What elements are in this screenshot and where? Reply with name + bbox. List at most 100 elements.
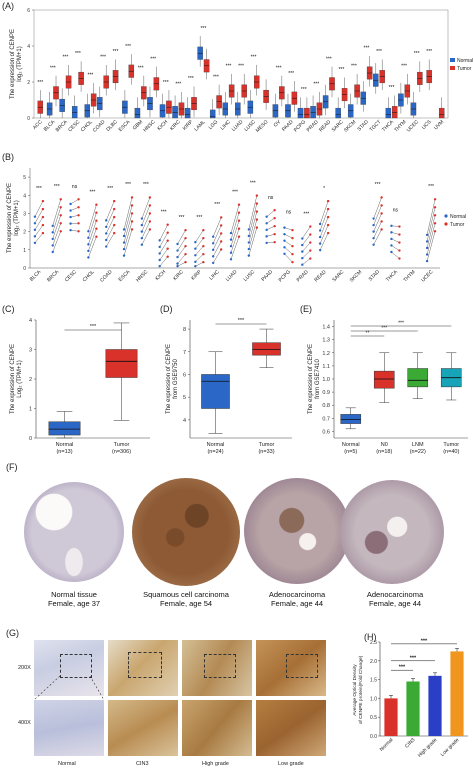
x-tick-label: LNM xyxy=(412,442,424,448)
x-tick-label: ESCA xyxy=(118,119,132,133)
paired-line xyxy=(302,242,311,252)
paired-line xyxy=(302,250,311,259)
paired-line xyxy=(248,227,257,256)
normal-box-THCA xyxy=(385,107,392,119)
paired-line xyxy=(34,232,44,244)
ihc-col-cin3: CIN3 xyxy=(136,761,149,767)
sig-label: *** xyxy=(232,189,238,195)
tumor-point-READ xyxy=(326,199,330,203)
normal-point-KIRC xyxy=(176,262,179,265)
tissue-caption-adeno-1: Adenocarcinoma Female, age 44 xyxy=(242,590,352,608)
tumor-point-BRCA xyxy=(59,230,62,233)
sig-label: ns xyxy=(72,184,78,190)
normal-point-LIHC xyxy=(211,255,215,258)
y-tick-label: 3 xyxy=(29,348,32,354)
magnification-200x: 200X xyxy=(18,665,31,671)
x-tick-label: BRCA xyxy=(55,119,70,134)
x-tick-label: STAD xyxy=(356,119,370,133)
sig-label: *** xyxy=(428,184,434,190)
tumor-point-CESC xyxy=(77,206,80,209)
y-tick-label: 1.1 xyxy=(322,364,330,370)
sig-label: ns xyxy=(268,195,274,201)
tumor-point-LIHC xyxy=(219,224,223,227)
x-tick-label: LIHC xyxy=(208,269,221,282)
paired-line xyxy=(266,234,275,237)
normal-point-KIRP xyxy=(194,264,197,268)
tissue-caption-line2: Female, age 54 xyxy=(159,599,213,608)
paired-line xyxy=(373,221,382,239)
tissue-caption-line1: Squamous cell carcinoma xyxy=(143,590,229,599)
normal-point-LUAD xyxy=(229,244,233,248)
x-tick-label: STAD xyxy=(368,269,382,283)
panel-b-label: (B) xyxy=(2,152,14,162)
paired-line xyxy=(88,212,97,238)
sig-label: *** xyxy=(313,82,319,88)
sig-label: *** xyxy=(188,76,194,82)
paired-line xyxy=(106,201,115,221)
normal-box-PRAD xyxy=(310,106,316,119)
y-tick-label: 3 xyxy=(23,211,26,217)
paired-line xyxy=(391,251,400,259)
tumor-point-COAD xyxy=(113,199,116,203)
normal-point-LUAD xyxy=(229,238,233,241)
tumor-point-PAAD xyxy=(273,232,276,236)
paired-line xyxy=(391,232,400,235)
legend-swatch-normal xyxy=(444,214,448,218)
x-tick-label: KIRP xyxy=(190,269,203,282)
paired-line xyxy=(177,254,186,264)
y-tick-label: 2 xyxy=(29,377,32,383)
tumor-point-COAD xyxy=(113,231,116,235)
sig-label: *** xyxy=(200,26,206,32)
y-tick-label: 2 xyxy=(27,80,30,86)
box-Tumor xyxy=(252,342,281,356)
sig-label: *** xyxy=(89,189,95,195)
paired-line xyxy=(177,238,186,251)
y-axis-label-units: of CENPE protein(Fold Change) xyxy=(358,655,364,724)
bar-CIN3 xyxy=(406,681,420,736)
tumor-point-UCEC xyxy=(433,222,437,225)
paired-line xyxy=(426,231,436,262)
tumor-point-CHOL xyxy=(95,211,98,214)
tumor-point-LUSC xyxy=(255,202,259,205)
sig-label: *** xyxy=(36,186,42,192)
tumor-point-THCA xyxy=(398,233,401,236)
tumor-point-THCA xyxy=(398,249,401,252)
normal-point-HNSC xyxy=(140,236,144,240)
x-tick-label: LUSC xyxy=(243,269,257,283)
normal-point-ESCA xyxy=(122,247,126,251)
sig-label: *** xyxy=(179,215,185,221)
y-tick-label: 0.7 xyxy=(322,416,330,422)
legend-label-tumor: Tumor xyxy=(450,222,465,228)
magnification-400x: 400X xyxy=(18,720,31,726)
panel-h-chart: 0.0 0.5 1.0 1.5 2.0 2.5 Average Optical Densit… xyxy=(352,638,468,759)
normal-point-KICH xyxy=(158,245,161,249)
legend-swatch-normal xyxy=(450,58,455,62)
normal-point-BLCA xyxy=(33,222,37,225)
sig-label: *** xyxy=(88,73,94,79)
group-n-label: (n=22) xyxy=(410,449,426,455)
panel-g: (G) 200X 400X Normal CIN3 High grade Low… xyxy=(0,628,344,774)
tissue-core-normal xyxy=(24,482,124,582)
x-tick-label: LAML xyxy=(193,119,207,133)
normal-point-LUSC xyxy=(247,228,251,231)
tumor-point-READ xyxy=(326,207,330,211)
y-tick-label: 1.0 xyxy=(370,696,377,702)
sig-label: *** xyxy=(421,638,428,644)
x-tick-label: Tumor xyxy=(443,442,459,448)
y-tick-label: 4 xyxy=(23,193,26,199)
normal-point-PAAD xyxy=(265,235,268,238)
x-tick-label: MESO xyxy=(255,119,270,134)
sig-label: *** xyxy=(381,326,387,332)
tumor-point-KIRC xyxy=(184,228,187,232)
normal-box-CESC xyxy=(71,106,78,119)
sig-label: *** xyxy=(143,182,149,188)
y-tick-label: 2 xyxy=(23,230,26,236)
normal-point-CESC xyxy=(69,222,72,225)
tumor-point-KIRP xyxy=(202,252,205,256)
sig-label: *** xyxy=(251,55,257,61)
x-tick-label: PCPG xyxy=(278,269,292,283)
paired-line xyxy=(284,247,293,255)
normal-point-CESC xyxy=(69,202,72,206)
tumor-point-LUSC xyxy=(255,226,259,229)
panel-b: (B) 0 1 2 3 4 5 The expression of CENPE log₂ (T… xyxy=(0,150,474,300)
